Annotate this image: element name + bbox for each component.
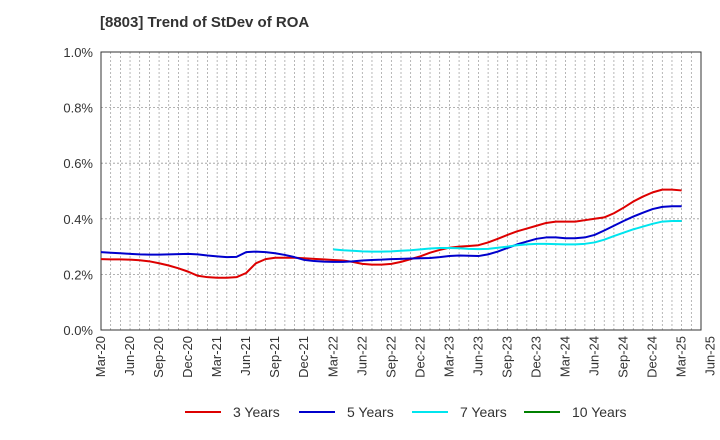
x-tick-label: Sep-23 xyxy=(499,336,514,378)
axes: 0.0% 0.2% 0.4% 0.6% 0.8% 1.0% Mar-20 Jun-20 Sep-… xyxy=(63,45,717,378)
legend-item-10-years: 10 Years xyxy=(524,404,627,420)
legend-label-10-years: 10 Years xyxy=(572,404,627,420)
x-tick-label: Jun-20 xyxy=(122,336,137,376)
grid xyxy=(100,51,702,331)
y-tick-label: 0.4% xyxy=(63,212,93,227)
x-tick-label: Dec-20 xyxy=(180,336,195,378)
x-tick-label: Mar-20 xyxy=(93,336,108,377)
legend: 3 Years 5 Years 7 Years 10 Years xyxy=(0,404,720,424)
y-tick-label: 0.0% xyxy=(63,323,93,338)
x-tick-label: Jun-23 xyxy=(470,336,485,376)
legend-item-5-years: 5 Years xyxy=(299,404,394,420)
x-tick-label: Mar-24 xyxy=(558,336,573,377)
x-tick-label: Sep-24 xyxy=(616,336,631,378)
legend-item-3-years: 3 Years xyxy=(185,404,280,420)
y-tick-label: 0.2% xyxy=(63,267,93,282)
legend-swatch-5-years xyxy=(299,411,335,413)
x-tick-label: Dec-22 xyxy=(412,336,427,378)
plot-frame xyxy=(100,51,702,331)
legend-swatch-10-years xyxy=(524,411,560,413)
series-lines xyxy=(100,188,682,279)
x-tick-label: Jun-22 xyxy=(354,336,369,376)
y-tick-label: 1.0% xyxy=(63,45,93,60)
x-tick-label: Dec-24 xyxy=(645,336,660,378)
legend-label-7-years: 7 Years xyxy=(460,404,507,420)
x-tick-label: Jun-24 xyxy=(587,336,602,376)
series-line-3-years xyxy=(100,188,682,279)
legend-swatch-7-years xyxy=(412,411,448,413)
x-tick-label: Sep-22 xyxy=(383,336,398,378)
chart-title: [8803] Trend of StDev of ROA xyxy=(100,14,310,31)
legend-label-5-years: 5 Years xyxy=(347,404,394,420)
series-line-7-years xyxy=(333,220,682,253)
x-tick-label: Dec-21 xyxy=(296,336,311,378)
x-tick-label: Jun-21 xyxy=(238,336,253,376)
y-tick-label: 0.6% xyxy=(63,156,93,171)
legend-item-7-years: 7 Years xyxy=(412,404,507,420)
x-tick-label: Mar-21 xyxy=(209,336,224,377)
x-tick-label: Mar-23 xyxy=(441,336,456,377)
x-tick-label: Mar-25 xyxy=(674,336,689,377)
x-tick-label: Sep-20 xyxy=(151,336,166,378)
x-tick-label: Jun-25 xyxy=(703,336,718,376)
legend-label-3-years: 3 Years xyxy=(233,404,280,420)
x-tick-label: Sep-21 xyxy=(267,336,282,378)
y-tick-label: 0.8% xyxy=(63,101,93,116)
series-line-5-years xyxy=(100,205,682,263)
x-tick-label: Dec-23 xyxy=(528,336,543,378)
legend-swatch-3-years xyxy=(185,411,221,413)
x-tick-label: Mar-22 xyxy=(325,336,340,377)
